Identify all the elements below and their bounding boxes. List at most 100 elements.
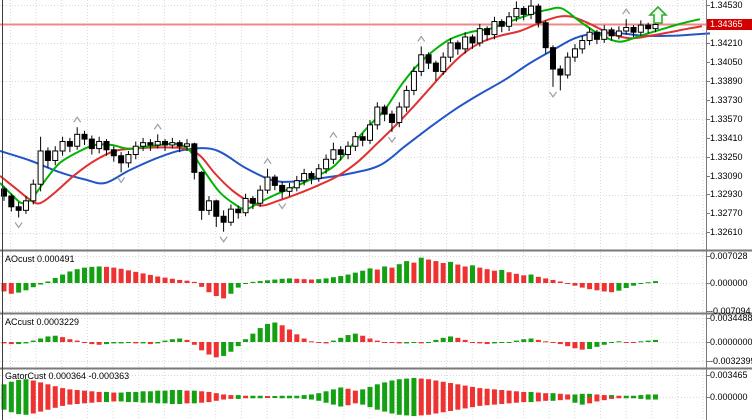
indicator-tick-label: 0.000000 — [710, 278, 748, 288]
candle-body — [140, 142, 147, 147]
histogram-bar — [594, 283, 600, 291]
gator-upper-bar — [169, 390, 175, 397]
histogram-bar — [345, 335, 351, 342]
histogram-bar — [543, 278, 549, 283]
histogram-bar — [491, 270, 497, 283]
histogram-bar — [499, 342, 505, 343]
gator-lower-bar — [396, 397, 402, 415]
gator-lower-bar — [543, 397, 549, 401]
histogram-bar — [521, 339, 527, 342]
histogram-bar — [462, 339, 468, 342]
histogram-bar — [1, 342, 7, 344]
candle-body — [74, 133, 81, 147]
histogram-bar — [396, 342, 402, 344]
fractal-down-icon — [278, 203, 287, 210]
candle-body — [513, 7, 520, 18]
histogram-bar — [191, 342, 197, 345]
gator-lower-bar — [228, 397, 234, 399]
gator-lower-bar — [155, 397, 161, 404]
gator-upper-bar — [638, 395, 644, 397]
gator-lower-bar — [330, 397, 336, 405]
gator-lower-bar — [16, 397, 22, 415]
histogram-bar — [382, 266, 388, 283]
candle-body — [447, 42, 454, 58]
histogram-bar — [82, 342, 88, 343]
price-tick-label: 1.32770 — [710, 208, 743, 218]
histogram-bar — [418, 257, 424, 283]
candle-body — [535, 5, 542, 24]
gator-lower-bar — [382, 397, 388, 412]
indicator-tick-label: 0.007028 — [710, 251, 748, 261]
gator-lower-bar — [433, 397, 439, 414]
fractal-up-icon — [417, 35, 426, 42]
fractal-up-icon — [263, 157, 272, 165]
gator-upper-bar — [308, 394, 314, 397]
histogram-bar — [74, 340, 80, 342]
histogram-bar — [345, 274, 351, 283]
gator-lower-bar — [565, 397, 571, 400]
histogram-bar — [631, 283, 637, 286]
gator-lower-bar — [38, 397, 44, 412]
candle-body — [191, 143, 198, 173]
gator-lower-bar — [411, 397, 417, 417]
gator-upper-bar — [38, 382, 44, 397]
gator-lower-bar — [125, 397, 131, 403]
candle-body — [103, 140, 110, 151]
gator-upper-bar — [433, 380, 439, 397]
histogram-bar — [45, 281, 51, 283]
histogram-bar — [52, 278, 58, 283]
histogram-bar — [323, 342, 329, 344]
gator-upper-bar — [16, 379, 22, 397]
fractal-up-icon — [622, 8, 631, 15]
candle-body — [205, 200, 212, 211]
histogram-bar — [557, 281, 563, 283]
histogram-bar — [221, 283, 227, 299]
histogram-bar — [426, 342, 432, 343]
histogram-bar — [528, 338, 534, 342]
histogram-bar — [631, 342, 637, 343]
gator-upper-bar — [323, 391, 329, 397]
gator-lower-bar — [535, 397, 541, 402]
buy-signal-arrow-icon — [648, 5, 668, 24]
histogram-bar — [535, 276, 541, 283]
histogram-bar — [133, 271, 139, 283]
gator-lower-bar — [294, 397, 300, 399]
gator-upper-bar — [440, 381, 446, 397]
histogram-bar — [235, 342, 241, 347]
gator-lower-bar — [30, 397, 36, 414]
indicator-tick-label: 0.0034488 — [710, 313, 752, 323]
gator-upper-bar — [499, 390, 505, 397]
gator-upper-bar — [579, 393, 585, 397]
histogram-bar — [103, 342, 109, 345]
histogram-bar — [528, 274, 534, 283]
histogram-bar — [213, 283, 219, 297]
indicator-tick-label: 0.003465 — [710, 370, 748, 380]
histogram-bar — [286, 278, 292, 283]
indicator-tick-label: -0.007094 — [710, 306, 751, 316]
histogram-bar — [330, 277, 336, 283]
histogram-bar — [257, 328, 263, 342]
candle-body — [293, 180, 300, 189]
gator-upper-bar — [535, 392, 541, 397]
histogram-bar — [111, 267, 117, 283]
candle-body — [550, 47, 556, 70]
gator-lower-bar — [484, 397, 490, 406]
gator-upper-bar — [418, 378, 424, 397]
histogram-bar — [125, 270, 131, 283]
candle-body — [213, 200, 220, 217]
gator-upper-bar — [330, 389, 336, 397]
histogram-bar — [243, 339, 249, 342]
gator-lower-bar — [345, 397, 351, 406]
gator-lower-bar — [235, 397, 241, 399]
price-tick-label: 1.33090 — [710, 171, 743, 181]
candle-body — [345, 145, 352, 156]
histogram-bar — [301, 338, 307, 342]
histogram-bar — [294, 334, 300, 342]
gator-upper-bar — [228, 395, 234, 397]
histogram-bar — [448, 336, 454, 342]
histogram-bar — [513, 273, 519, 283]
candle-body — [432, 62, 439, 72]
candle-body — [125, 154, 132, 164]
gator-upper-bar — [301, 395, 307, 397]
